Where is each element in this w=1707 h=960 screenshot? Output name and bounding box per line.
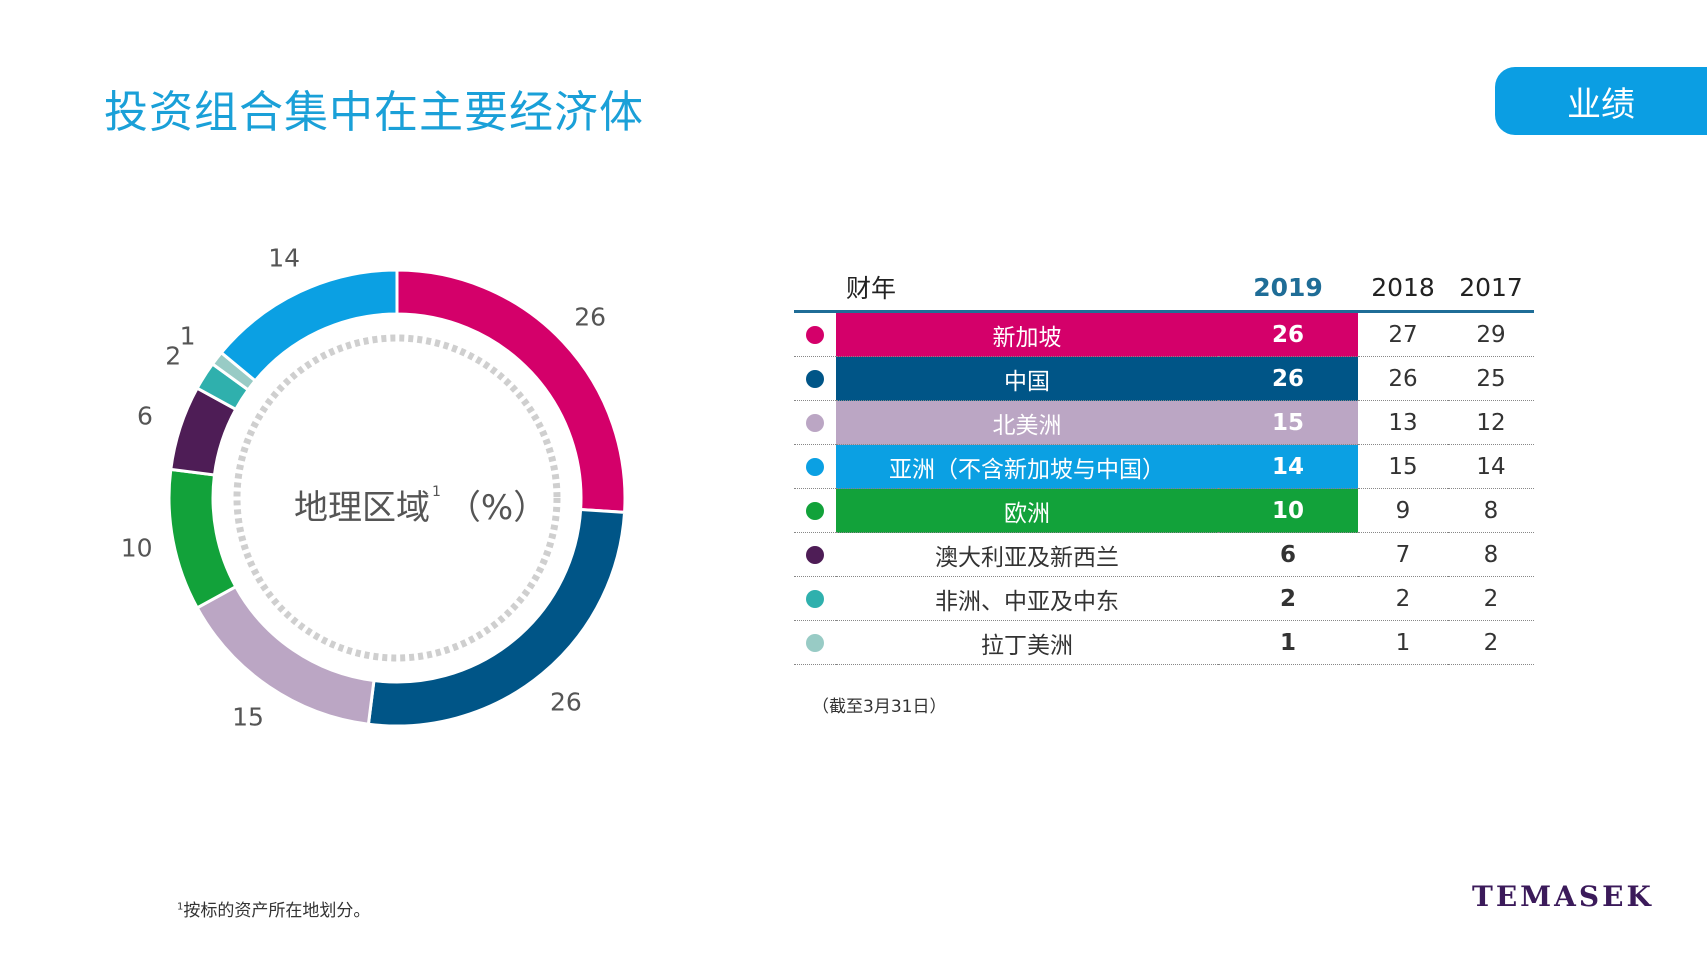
footnote: 1按标的资产所在地划分。 (177, 896, 370, 921)
inner-dotted-ring (233, 334, 561, 662)
row-value-2017: 29 (1448, 311, 1534, 357)
slice-value-label: 26 (574, 302, 607, 332)
row-value-2018: 7 (1358, 532, 1448, 577)
table-row: 澳大利亚及新西兰 6 7 8 (794, 532, 1534, 577)
legend-dot-icon (806, 634, 824, 652)
slice-value-label: 26 (550, 687, 582, 717)
as-of-note: （截至3月31日） (812, 697, 947, 717)
header-2018: 2018 (1358, 264, 1448, 313)
section-tag-label: 业绩 (1567, 84, 1635, 125)
table-row: 北美洲 15 13 12 (794, 400, 1534, 445)
row-color-dot (794, 576, 836, 621)
row-value-2019: 14 (1218, 444, 1358, 489)
row-region-name: 澳大利亚及新西兰 (836, 532, 1218, 577)
row-value-2018: 2 (1358, 576, 1448, 621)
row-value-2019: 2 (1218, 576, 1358, 621)
row-value-2019: 6 (1218, 532, 1358, 577)
row-color-dot (794, 620, 836, 665)
row-value-2019: 1 (1218, 620, 1358, 665)
center-footnote-ref: 1 (432, 484, 441, 500)
section-tag: 业绩 (1495, 67, 1707, 135)
donut-slice (195, 584, 376, 726)
slice-value-label: 6 (137, 401, 153, 431)
row-value-2018: 9 (1358, 488, 1448, 533)
donut-center-label: 地理区域 1 （%） (294, 480, 547, 529)
table-row: 新加坡 26 27 29 (794, 311, 1534, 357)
table-row: 中国 26 26 25 (794, 356, 1534, 401)
row-value-2017: 2 (1448, 620, 1534, 665)
legend-dot-icon (806, 414, 824, 432)
table-row: 拉丁美洲 1 1 2 (794, 620, 1534, 665)
header-2017: 2017 (1448, 264, 1534, 313)
table-row: 亚洲（不含新加坡与中国） 14 15 14 (794, 444, 1534, 489)
slice-value-label: 15 (232, 702, 264, 732)
center-unit: （%） (446, 488, 548, 528)
row-value-2017: 8 (1448, 488, 1534, 533)
donut-slice (366, 507, 627, 728)
row-value-2017: 12 (1448, 400, 1534, 445)
row-value-2018: 27 (1358, 311, 1448, 357)
row-value-2017: 8 (1448, 532, 1534, 577)
row-color-dot (794, 356, 836, 401)
row-value-2018: 13 (1358, 400, 1448, 445)
legend-dot-icon (806, 370, 824, 388)
slice-value-label: 10 (120, 533, 153, 563)
row-region-name: 非洲、中亚及中东 (836, 576, 1218, 621)
legend-dot-icon (806, 590, 824, 608)
row-value-2018: 26 (1358, 356, 1448, 401)
row-region-name: 拉丁美洲 (836, 620, 1218, 665)
slice-value-label: 2 (165, 341, 182, 371)
row-value-2017: 25 (1448, 356, 1534, 401)
row-value-2019: 26 (1218, 311, 1358, 357)
header-2019: 2019 (1218, 264, 1358, 313)
legend-dot-icon (806, 546, 824, 564)
table-row: 非洲、中亚及中东 2 2 2 (794, 576, 1534, 621)
legend-dot-icon (806, 458, 824, 476)
row-value-2019: 15 (1218, 400, 1358, 445)
row-region-name: 亚洲（不含新加坡与中国） (836, 444, 1218, 489)
table-row: 欧洲 10 9 8 (794, 488, 1534, 533)
donut-slice (219, 268, 399, 383)
temasek-logo: TEMASEK (1472, 880, 1654, 913)
table-header-row: 财年 2019 2018 2017 (794, 264, 1534, 313)
slice-value-label: 1 (179, 321, 196, 351)
row-color-dot (794, 400, 836, 445)
region-table: 财年 2019 2018 2017 新加坡 26 27 29 中国 26 26 25 北美洲 15… (794, 264, 1534, 665)
slice-value-label: 14 (268, 243, 301, 273)
row-value-2018: 1 (1358, 620, 1448, 665)
row-color-dot (794, 444, 836, 489)
row-value-2017: 2 (1448, 576, 1534, 621)
donut-slice (167, 467, 238, 610)
row-value-2018: 15 (1358, 444, 1448, 489)
row-region-name: 欧洲 (836, 488, 1218, 533)
row-value-2017: 14 (1448, 444, 1534, 489)
legend-dot-icon (806, 326, 824, 344)
donut-chart (167, 268, 627, 728)
row-region-name: 北美洲 (836, 400, 1218, 445)
row-value-2019: 26 (1218, 356, 1358, 401)
row-value-2019: 10 (1218, 488, 1358, 533)
header-fiscal-year: 财年 (794, 264, 1218, 313)
center-title: 地理区域 (294, 488, 430, 528)
row-region-name: 中国 (836, 356, 1218, 401)
row-color-dot (794, 488, 836, 533)
row-color-dot (794, 311, 836, 357)
footnote-text: 按标的资产所在地划分。 (183, 901, 371, 921)
footnote-ref: 1 (177, 901, 184, 913)
row-color-dot (794, 532, 836, 577)
page-title: 投资组合集中在主要经济体 (104, 87, 644, 138)
row-region-name: 新加坡 (836, 311, 1218, 357)
legend-dot-icon (806, 502, 824, 520)
